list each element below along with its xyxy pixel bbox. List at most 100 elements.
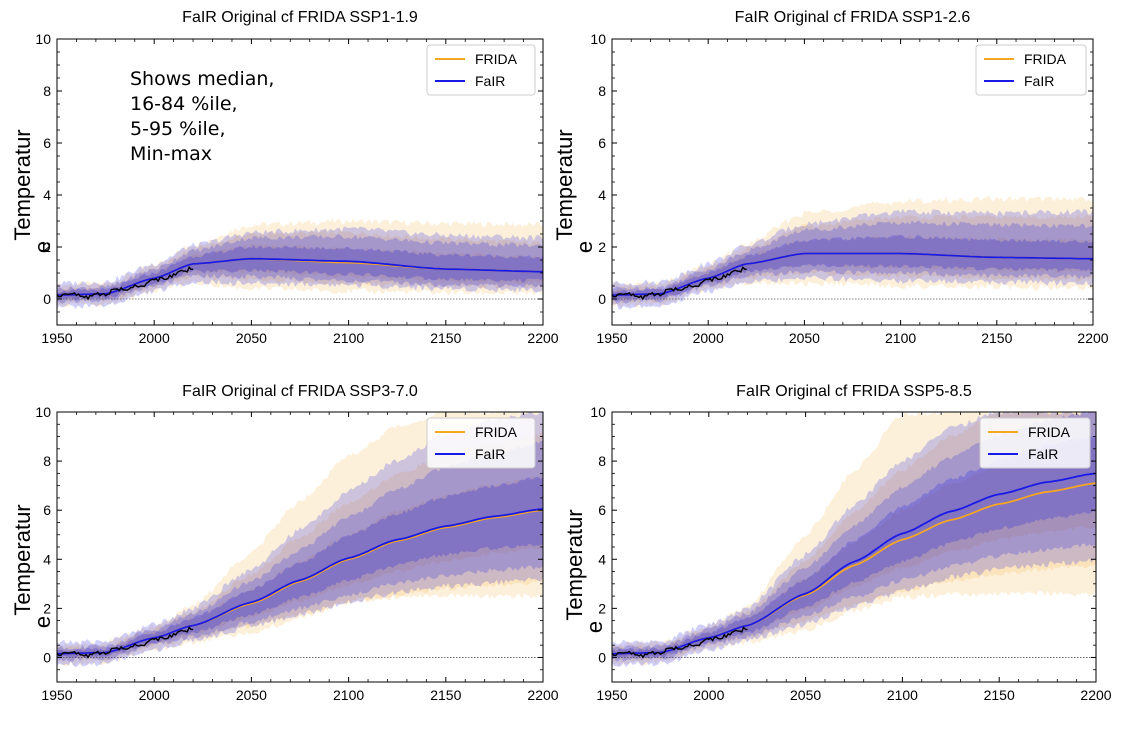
x-tick-label: 2150 — [981, 330, 1012, 346]
band-frida-min-max — [612, 412, 1096, 667]
chart-panel-4: 1950 2000 2050 2100 2150 2200 0 2 4 6 8 10 FaIR Orig… — [562, 383, 1112, 703]
x-tick-label: 2000 — [139, 687, 170, 703]
y-tick-label: 0 — [43, 291, 51, 307]
chart-panel-3: 1950 2000 2050 2100 2150 2200 0 2 4 6 8 10 FaIR Orig… — [10, 383, 559, 703]
band-frida-p16-p84 — [612, 234, 1093, 302]
y-tick-label: 10 — [35, 31, 51, 47]
observed-line — [612, 626, 748, 659]
y-tick-label: 10 — [35, 404, 51, 420]
band-frida-min-max — [612, 196, 1093, 309]
x-tick-label: 2100 — [885, 330, 916, 346]
y-axis-label: Temperatur — [552, 129, 577, 240]
band-fair-min-max — [612, 208, 1093, 310]
legend-label-frida: FRIDA — [475, 424, 518, 440]
legend-label-fair: FaIR — [1028, 446, 1058, 462]
y-tick-label: 4 — [43, 551, 51, 567]
band-frida-p5-p95 — [57, 230, 543, 304]
x-tick-label: 2000 — [693, 330, 724, 346]
band-fair-min-max — [57, 226, 543, 310]
y-axis-label-wrap: e — [30, 616, 55, 628]
chart-title: FaIR Original cf FRIDA SSP1-2.6 — [735, 9, 971, 26]
y-tick-label: 4 — [598, 187, 606, 203]
median-line-fair — [57, 508, 543, 655]
x-tick-label: 2100 — [333, 330, 364, 346]
band-frida-p5-p95 — [57, 432, 543, 662]
median-line-fair — [57, 257, 543, 296]
y-tick-label: 0 — [43, 649, 51, 665]
y-axis-label: Temperatur — [562, 509, 587, 620]
x-tick-label: 2050 — [790, 687, 821, 703]
y-axis-label-wrap: e — [572, 241, 597, 253]
x-tick-label: 2050 — [236, 330, 267, 346]
band-fair-p16-p84 — [57, 245, 543, 301]
x-tick-label: 2050 — [236, 687, 267, 703]
x-tick-label: 2150 — [984, 687, 1015, 703]
x-tick-label: 2200 — [1077, 330, 1108, 346]
legend-label-frida: FRIDA — [475, 51, 518, 67]
y-tick-label: 8 — [43, 453, 51, 469]
chart-title: FaIR Original cf FRIDA SSP5-8.5 — [736, 383, 972, 400]
x-tick-label: 2200 — [527, 330, 558, 346]
y-axis-label-wrap: e — [582, 621, 607, 633]
band-frida-min-max — [57, 218, 543, 307]
band-frida-p16-p84 — [57, 476, 543, 659]
band-frida-p16-p84 — [612, 438, 1096, 659]
band-fair-p5-p95 — [57, 234, 543, 304]
annotation-line: Shows median, — [130, 68, 274, 90]
y-axis-label: Temperatur — [10, 504, 35, 615]
legend-box — [426, 44, 536, 96]
band-frida-min-max — [57, 412, 543, 666]
chart-title: FaIR Original cf FRIDA SSP3-7.0 — [182, 383, 418, 400]
x-tick-label: 2200 — [1080, 687, 1111, 703]
y-tick-label: 6 — [598, 502, 606, 518]
legend-box — [979, 417, 1091, 469]
band-fair-p5-p95 — [612, 220, 1093, 304]
x-tick-label: 1950 — [596, 687, 627, 703]
chart-title: FaIR Original cf FRIDA SSP1-1.9 — [182, 9, 418, 26]
y-tick-label: 10 — [590, 31, 606, 47]
x-tick-label: 2000 — [139, 330, 170, 346]
annotation-line: Min-max — [130, 143, 212, 165]
y-tick-label: 2 — [43, 239, 51, 255]
band-frida-p16-p84 — [57, 243, 543, 300]
y-tick-label: 6 — [43, 135, 51, 151]
x-tick-label: 1950 — [596, 330, 627, 346]
legend-label-fair: FaIR — [1024, 73, 1054, 89]
legend-box — [426, 417, 536, 469]
x-tick-label: 2000 — [693, 687, 724, 703]
plot-area — [612, 412, 1096, 668]
band-fair-p5-p95 — [612, 412, 1096, 662]
x-tick-label: 1950 — [41, 687, 72, 703]
plot-area — [57, 218, 543, 310]
y-tick-label: 0 — [598, 291, 606, 307]
y-tick-label: 8 — [43, 83, 51, 99]
chart-panel-2: 1950 2000 2050 2100 2150 2200 0 2 4 6 8 10 FaIR Orig… — [552, 9, 1109, 346]
x-tick-label: 2100 — [887, 687, 918, 703]
observed-line — [57, 266, 194, 301]
annotation-line: 5-95 %ile, — [130, 118, 226, 140]
y-tick-label: 0 — [598, 649, 606, 665]
y-tick-label: 4 — [598, 551, 606, 567]
band-fair-p5-p95 — [57, 440, 543, 662]
y-tick-label: 10 — [590, 404, 606, 420]
y-tick-label: 8 — [598, 453, 606, 469]
annotation-line: 16-84 %ile, — [130, 93, 238, 115]
band-frida-p5-p95 — [612, 412, 1096, 662]
legend-label-frida: FRIDA — [1028, 424, 1071, 440]
band-fair-min-max — [612, 412, 1096, 668]
x-tick-label: 2150 — [430, 330, 461, 346]
legend-box — [975, 44, 1087, 96]
x-tick-label: 2100 — [333, 687, 364, 703]
y-tick-label: 2 — [598, 239, 606, 255]
band-fair-min-max — [57, 412, 543, 668]
plot-area — [612, 196, 1093, 310]
y-axis-label-wrap: e — [30, 241, 55, 253]
x-tick-label: 2150 — [430, 687, 461, 703]
median-line-fair — [612, 252, 1093, 296]
median-line-fair — [612, 472, 1096, 655]
legend-label-fair: FaIR — [475, 73, 505, 89]
band-fair-p16-p84 — [57, 476, 543, 659]
band-fair-p16-p84 — [612, 436, 1096, 659]
observed-line — [57, 626, 194, 659]
